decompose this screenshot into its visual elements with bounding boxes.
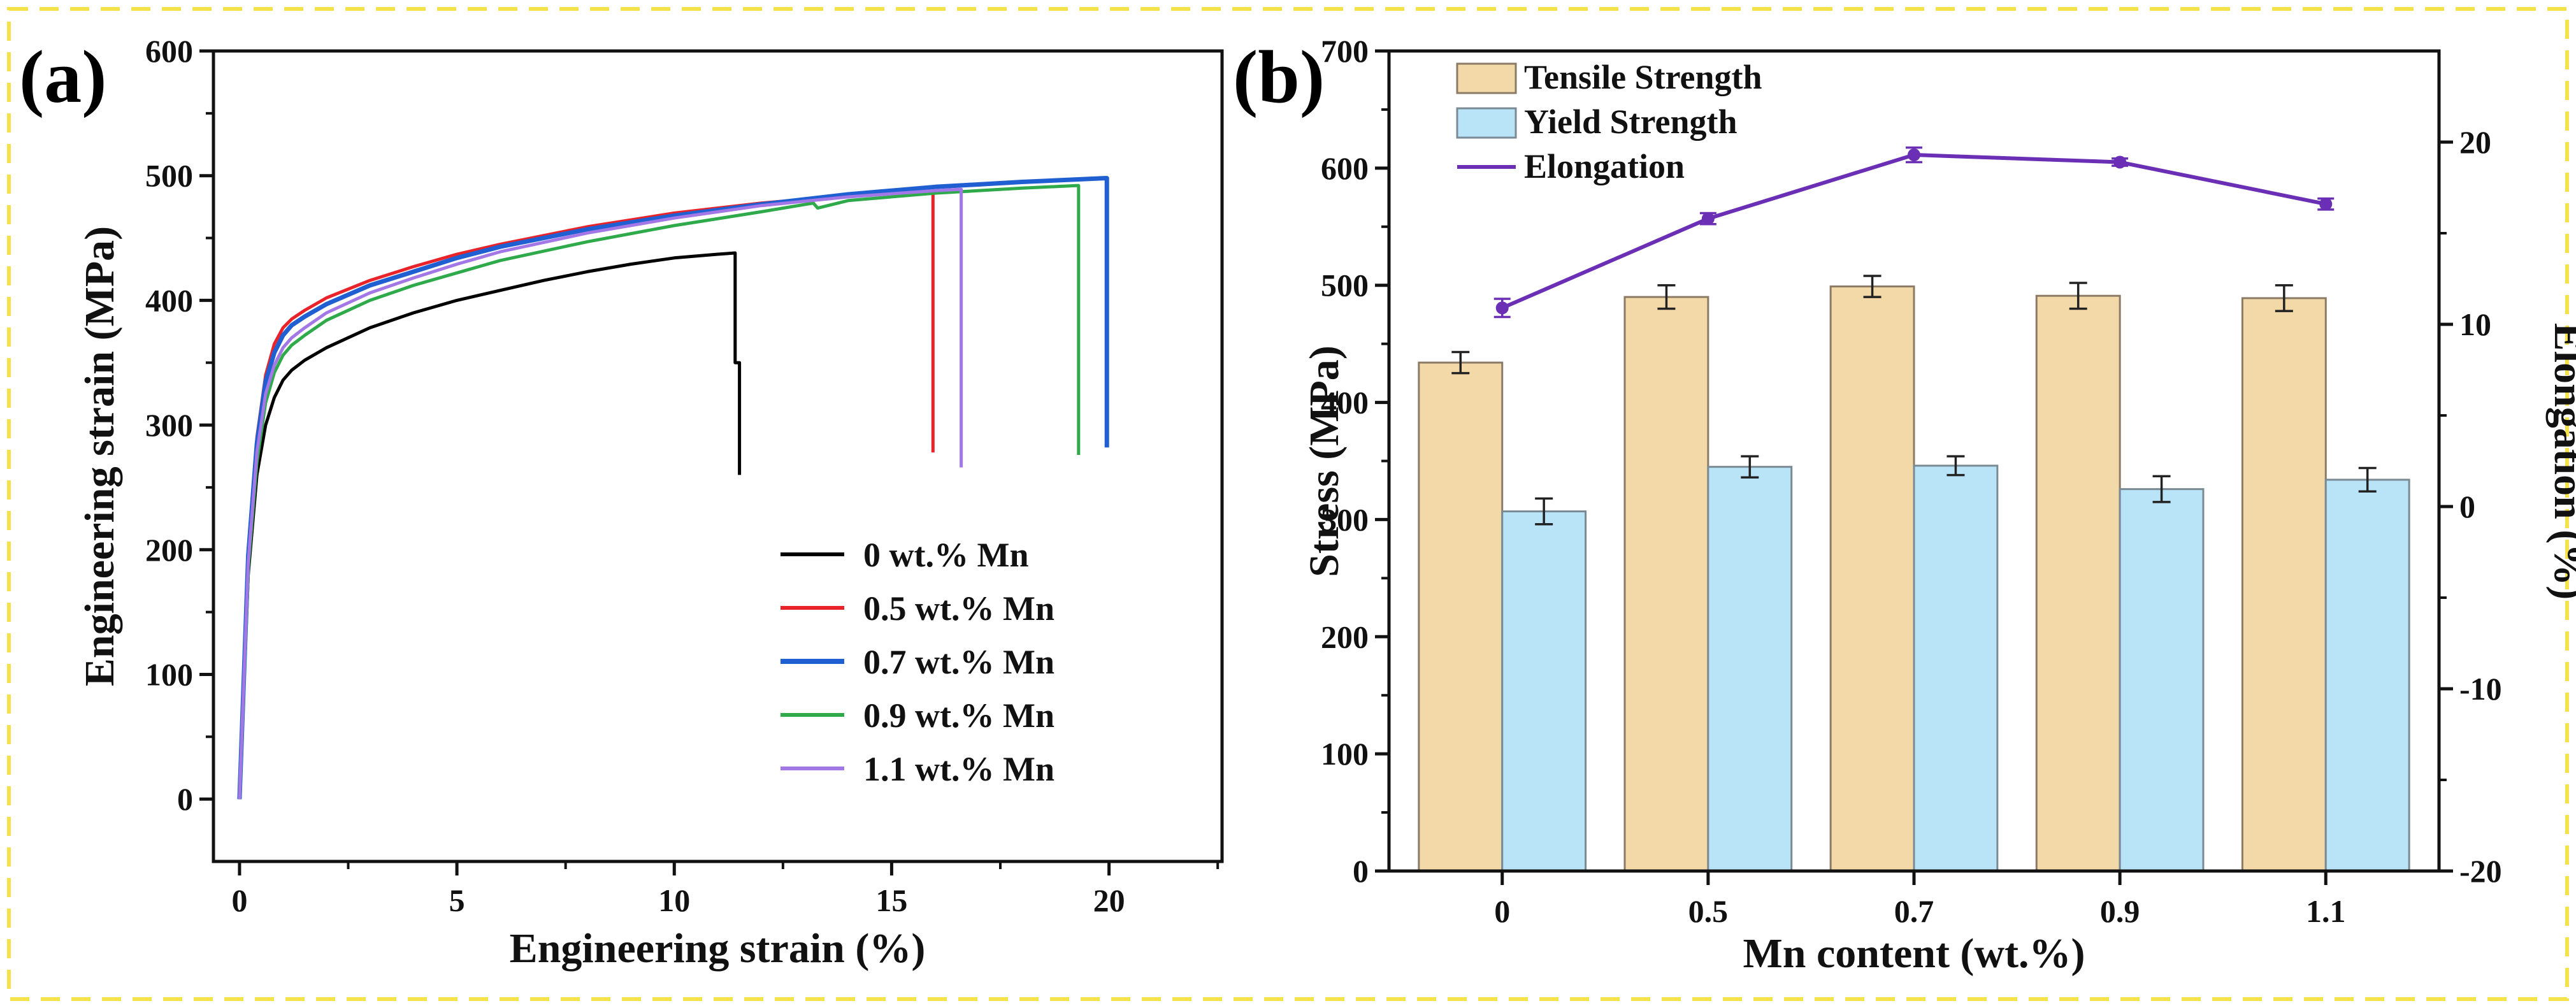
panel-a-y-tick-label: 300 [145, 407, 193, 443]
bar-yield-0.5 [1707, 466, 1793, 872]
legend-label: Yield Strength [1524, 103, 1738, 141]
panel-b-y-tick-label: 500 [1321, 268, 1369, 303]
panel-b-y-tick-label: 400 [1321, 385, 1369, 421]
panel-b-y-tick-label: 100 [1321, 736, 1369, 772]
bar-tensile-0.9 [2035, 294, 2121, 872]
elongation-point-0.9 [2113, 155, 2127, 169]
panel-b-y2-tick-label: 20 [2459, 124, 2491, 160]
panel-a-y-tick-label: 100 [145, 656, 193, 692]
panel-a-y-tick-label: 500 [145, 158, 193, 194]
panel-b-plot-frame [1387, 49, 2441, 873]
bar-tensile-0.7 [1829, 285, 1915, 872]
series-line-3 [237, 176, 1109, 800]
panel-a-y-tick-label: 0 [177, 781, 193, 817]
panel-a-x-tick-label: 15 [875, 882, 907, 918]
legend-swatch [1456, 107, 1517, 139]
panel-b-y-tick-label: 600 [1321, 150, 1369, 186]
panel-b-x-tick-label: 0.9 [2100, 893, 2140, 929]
panel-b-label: (b) [1233, 35, 1325, 119]
legend-label: 1.1 wt.% Mn [863, 750, 1054, 788]
panel-a-plot-frame [212, 49, 1224, 863]
panel-a-legend: 0 wt.% Mn 0.5 wt.% Mn 0.7 wt.% Mn 0.9 wt.% … [781, 536, 1054, 788]
elongation-point-1.1 [2319, 198, 2333, 211]
bar-tensile-0.5 [1623, 296, 1709, 872]
elongation-point-0 [1495, 301, 1509, 315]
legend-label: 0.7 wt.% Mn [863, 643, 1054, 681]
bar-tensile-1.1 [2241, 297, 2327, 872]
panel-a-y-tick-label: 600 [145, 33, 193, 69]
panel-b-x-tick-label: 0.7 [1894, 893, 1934, 929]
panel-b-y-tick-label: 300 [1321, 501, 1369, 537]
panel-b-y-tick-label: 0 [1353, 853, 1369, 889]
panel-b-x-tick-label: 0 [1494, 893, 1510, 929]
panel-b-y-tick-label: 700 [1321, 33, 1369, 69]
panel-a-y-axis-title: Engineering strain (MPa) [76, 226, 123, 686]
panel-a-x-tick-label: 10 [658, 882, 690, 918]
legend-label: 0.9 wt.% Mn [863, 696, 1054, 735]
panel-a-x-tick-label: 5 [449, 882, 465, 918]
panel-b-y2-tick-label: -20 [2459, 853, 2502, 889]
panel-b-bars [1418, 275, 2410, 872]
panel-b-y-tick-label: 200 [1321, 619, 1369, 654]
panel-a-series [237, 176, 1109, 800]
panel-b-y2-tick-label: 10 [2459, 306, 2491, 342]
legend-label: 0.5 wt.% Mn [863, 589, 1054, 628]
panel-b-y2-tick-label: 0 [2459, 489, 2475, 524]
panel-a-x-tick-label: 0 [231, 882, 247, 918]
panel-b-y2-tick-label: -10 [2459, 671, 2502, 707]
legend-label: 0 wt.% Mn [863, 536, 1028, 574]
panel-a-x-axis-title: Engineering strain (%) [510, 925, 926, 972]
bar-yield-1.1 [2324, 479, 2410, 872]
panel-b-legend: Tensile Strength Yield Strength Elongation [1456, 58, 1762, 185]
series-line-1 [238, 251, 742, 800]
bar-yield-0.7 [1913, 464, 1999, 872]
series-line-5 [238, 187, 963, 800]
legend-swatch [1456, 62, 1517, 94]
bar-yield-0 [1501, 510, 1587, 872]
panel-b-elongation-line [1493, 146, 2335, 319]
panel-a-y-tick-label: 200 [145, 532, 193, 568]
legend-label: Tensile Strength [1524, 58, 1762, 96]
panel-b-y-axis-title: Stress (MPa) [1301, 345, 1348, 577]
bar-tensile-0 [1418, 361, 1504, 872]
legend-label: Elongation [1524, 147, 1685, 185]
panel-b-x-axis-title: Mn content (wt.%) [1743, 930, 2085, 977]
bar-yield-0.9 [2119, 488, 2205, 872]
series-line-4 [238, 184, 1081, 800]
elongation-point-0.7 [1908, 148, 1920, 162]
panel-b-x-tick-label: 0.5 [1688, 893, 1729, 929]
elongation-point-0.5 [1701, 212, 1715, 226]
panel-a-y-tick-label: 400 [145, 282, 193, 318]
panel-b-y2-axis-title: Elongation (%) [2545, 323, 2576, 600]
panel-a-label: (a) [19, 35, 107, 119]
panel-b-x-tick-label: 1.1 [2306, 893, 2346, 929]
panel-a-x-tick-label: 20 [1093, 882, 1125, 918]
